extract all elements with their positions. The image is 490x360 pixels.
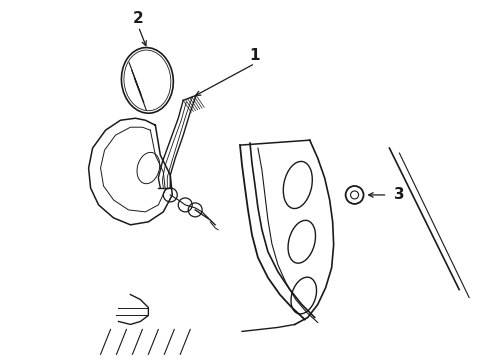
- Text: 1: 1: [250, 48, 260, 63]
- Text: 3: 3: [394, 188, 405, 202]
- Text: 2: 2: [133, 11, 144, 26]
